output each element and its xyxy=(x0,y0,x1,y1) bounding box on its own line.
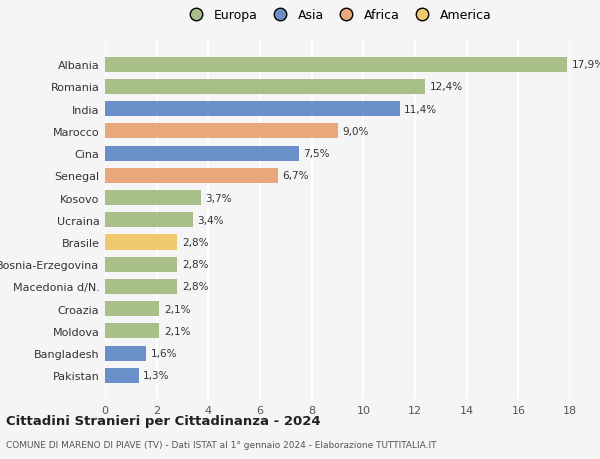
Text: COMUNE DI MARENO DI PIAVE (TV) - Dati ISTAT al 1° gennaio 2024 - Elaborazione TU: COMUNE DI MARENO DI PIAVE (TV) - Dati IS… xyxy=(6,441,437,449)
Bar xyxy=(105,124,337,139)
Bar xyxy=(105,213,193,228)
Bar xyxy=(105,368,139,383)
Bar xyxy=(105,235,178,250)
Text: 3,4%: 3,4% xyxy=(197,215,224,225)
Text: Cittadini Stranieri per Cittadinanza - 2024: Cittadini Stranieri per Cittadinanza - 2… xyxy=(6,414,320,428)
Text: 2,8%: 2,8% xyxy=(182,260,208,269)
Text: 1,3%: 1,3% xyxy=(143,370,170,381)
Bar xyxy=(105,257,178,272)
Bar xyxy=(105,190,200,206)
Text: 7,5%: 7,5% xyxy=(304,149,330,159)
Bar xyxy=(105,102,400,117)
Legend: Europa, Asia, Africa, America: Europa, Asia, Africa, America xyxy=(181,6,494,24)
Bar xyxy=(105,57,568,73)
Bar xyxy=(105,279,178,294)
Text: 2,8%: 2,8% xyxy=(182,282,208,292)
Text: 1,6%: 1,6% xyxy=(151,348,178,358)
Text: 12,4%: 12,4% xyxy=(430,82,463,92)
Text: 11,4%: 11,4% xyxy=(404,105,437,114)
Text: 6,7%: 6,7% xyxy=(283,171,309,181)
Bar xyxy=(105,302,159,317)
Bar xyxy=(105,168,278,184)
Text: 2,1%: 2,1% xyxy=(164,304,190,314)
Text: 17,9%: 17,9% xyxy=(572,60,600,70)
Text: 9,0%: 9,0% xyxy=(342,127,368,137)
Text: 2,8%: 2,8% xyxy=(182,237,208,247)
Bar xyxy=(105,146,299,162)
Text: 2,1%: 2,1% xyxy=(164,326,190,336)
Bar xyxy=(105,80,425,95)
Bar xyxy=(105,346,146,361)
Bar xyxy=(105,324,159,339)
Text: 3,7%: 3,7% xyxy=(205,193,232,203)
